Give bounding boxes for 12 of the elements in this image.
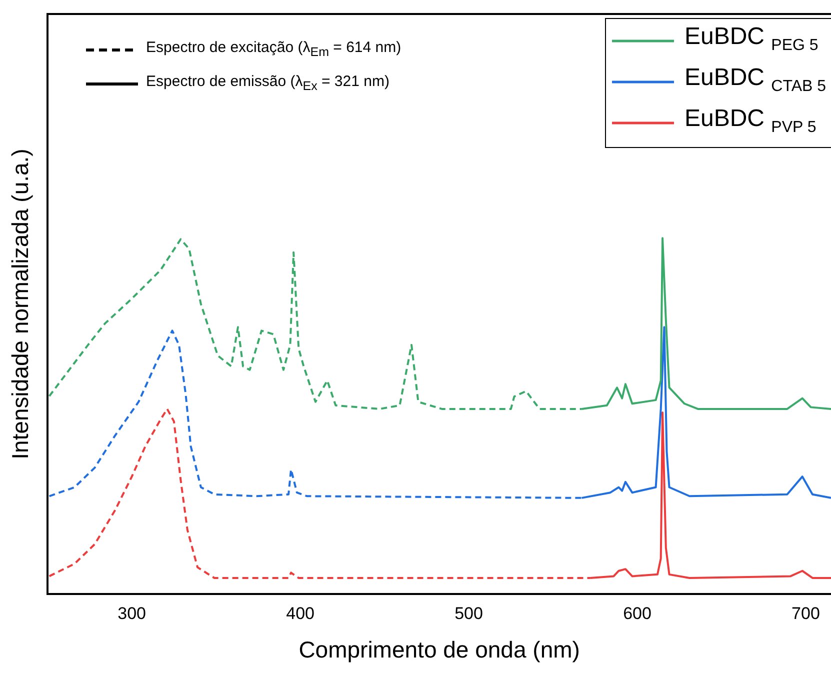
legend-label: EuBDC $_{PVP 5}$ [684,104,816,138]
x-tick-label: 400 [286,604,314,623]
x-tick-label: 700 [792,604,820,623]
legend-label: EuBDC $_{PEG 5}$ [684,22,818,56]
x-tick-label: 500 [454,604,483,623]
text: Espectro de excitação (λ$_{Em}$ = 614 nm) [146,38,402,61]
x-axis-title: Comprimento de onda (nm) [298,636,580,663]
legend-label: EuBDC $_{CTAB 5}$ [684,62,826,97]
y-axis-title: Intensidade normalizada (u.a.) [7,148,34,460]
text: Espectro de emissão (λ$_{Ex}$ = 321 nm) [146,72,390,95]
x-tick-label: 300 [118,604,146,623]
x-tick-label: 600 [623,604,652,623]
